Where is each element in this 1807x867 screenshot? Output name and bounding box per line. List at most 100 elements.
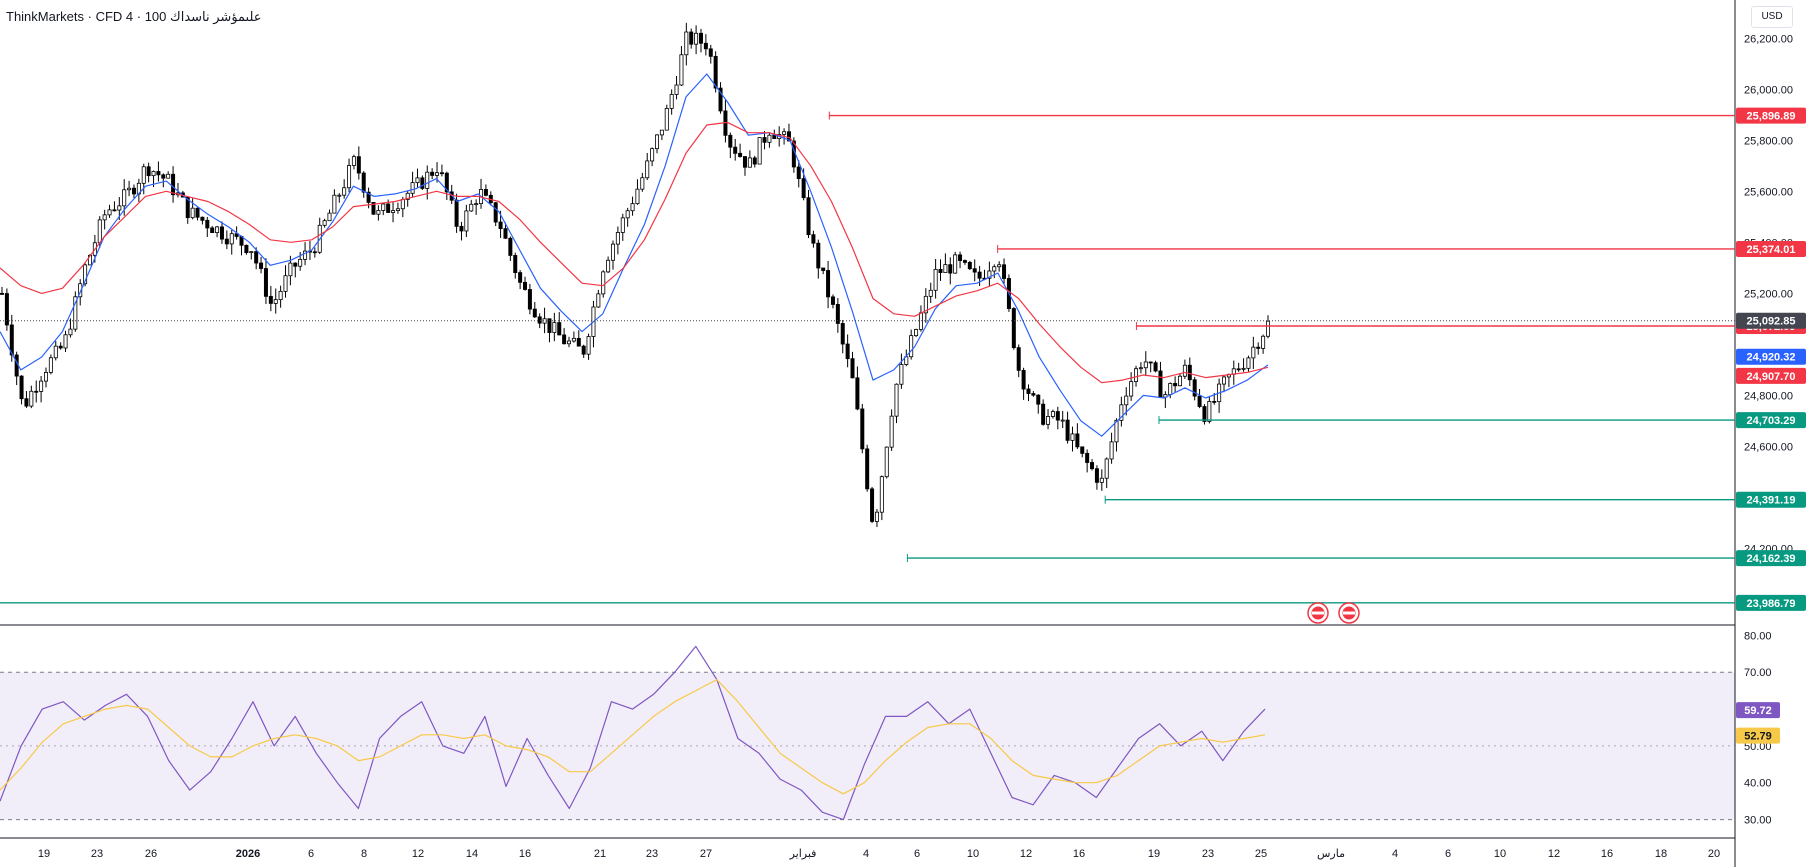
candle	[830, 296, 835, 305]
support-level-tag	[1736, 550, 1806, 567]
candle	[650, 148, 655, 162]
candle	[356, 156, 361, 174]
support-level-label: 24,162.39	[1747, 553, 1796, 565]
candle	[806, 197, 811, 236]
time-axis-tick: 20	[1708, 848, 1720, 860]
rsi-value-tag	[1736, 702, 1780, 719]
candle	[1251, 346, 1256, 359]
rsi-axis-tick: 70.00	[1744, 667, 1772, 679]
candle	[83, 264, 88, 285]
currency-button[interactable]: USD	[1751, 6, 1793, 28]
candle	[909, 335, 914, 358]
candle	[410, 182, 415, 194]
price-axis-tick: 24,800.00	[1744, 390, 1793, 402]
candle	[102, 214, 107, 221]
candle	[430, 171, 435, 176]
time-axis-tick: 23	[646, 848, 658, 860]
candle	[762, 137, 767, 143]
candle	[459, 225, 464, 232]
candle	[1099, 477, 1104, 483]
candle	[1026, 388, 1031, 394]
candle	[210, 227, 215, 234]
candle	[571, 337, 576, 342]
time-axis-tick: 19	[1148, 848, 1160, 860]
candle	[493, 202, 498, 223]
candle	[928, 289, 933, 297]
candle	[684, 31, 689, 56]
candle	[483, 189, 488, 196]
candle	[914, 329, 919, 337]
moving-average-slow	[0, 121, 1269, 384]
candle	[327, 212, 332, 222]
resistance-level-label: 25,896.89	[1747, 111, 1796, 123]
candle	[943, 264, 948, 273]
candle	[547, 318, 552, 333]
candle	[601, 271, 606, 295]
candle	[698, 32, 703, 44]
candle	[151, 171, 156, 177]
candle	[156, 171, 161, 176]
time-axis-tick: 21	[594, 848, 606, 860]
candle	[860, 408, 865, 450]
candle	[835, 304, 840, 324]
candle	[674, 84, 679, 95]
candle	[1197, 395, 1202, 407]
candle	[972, 268, 977, 273]
candle	[703, 42, 708, 50]
candle	[97, 219, 102, 244]
candle	[34, 390, 39, 393]
candle	[850, 358, 855, 379]
candle	[298, 258, 303, 267]
price-axis-tick: 25,600.00	[1744, 186, 1793, 198]
candle	[244, 244, 249, 254]
candle	[1104, 458, 1109, 479]
candle	[782, 131, 787, 135]
candle	[0, 292, 4, 295]
candle	[532, 308, 537, 318]
candle	[669, 94, 674, 109]
candle	[1143, 361, 1148, 369]
moving-average-fast	[0, 73, 1269, 437]
candle	[141, 166, 146, 184]
candle	[1202, 406, 1207, 422]
candle	[439, 172, 444, 175]
candle	[224, 238, 229, 245]
candle	[78, 283, 83, 298]
time-axis-tick: 19	[38, 848, 50, 860]
candle	[958, 254, 963, 261]
candle	[200, 216, 205, 221]
candle	[845, 343, 850, 360]
candle	[303, 250, 308, 260]
candle	[962, 260, 967, 263]
candle	[420, 177, 425, 189]
candle	[146, 166, 151, 177]
price-axis-tick: 25,200.00	[1744, 288, 1793, 300]
candle	[747, 157, 752, 168]
candle	[1241, 367, 1246, 370]
price-axis-tick: 26,000.00	[1744, 84, 1793, 96]
candle	[278, 290, 283, 301]
candle	[1207, 400, 1212, 422]
candle	[894, 383, 899, 417]
candle	[1002, 264, 1007, 279]
candle	[112, 209, 117, 212]
time-axis-tick: 23	[91, 848, 103, 860]
candle	[1129, 381, 1134, 397]
candle	[1168, 383, 1173, 395]
time-axis-tick: 4	[1392, 848, 1398, 860]
candle	[786, 131, 791, 142]
candle	[562, 334, 567, 345]
candle	[879, 476, 884, 513]
candle	[1261, 335, 1266, 349]
time-axis-tick: 18	[1655, 848, 1667, 860]
candle	[9, 324, 14, 356]
candle	[366, 191, 371, 203]
candle	[48, 357, 53, 373]
candle	[249, 251, 254, 254]
candle	[923, 295, 928, 314]
candle	[122, 189, 127, 207]
candle	[1124, 395, 1129, 406]
candle	[371, 202, 376, 215]
